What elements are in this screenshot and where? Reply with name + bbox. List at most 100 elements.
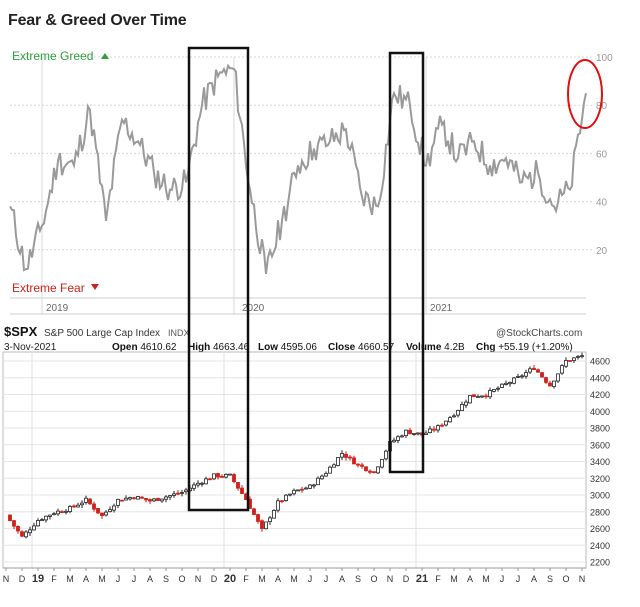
- quote-close: Close 4660.57: [328, 342, 395, 353]
- candle-up: [384, 450, 388, 460]
- spx-y-tick-label: 3000: [590, 491, 610, 501]
- candle-up: [460, 404, 464, 412]
- candle-down: [156, 497, 160, 501]
- spx-header: $SPX S&P 500 Large Cap Index INDX @Stock…: [4, 324, 582, 353]
- highlight-circle-recent: [567, 59, 603, 129]
- month-label: S: [547, 574, 553, 584]
- candle-down: [348, 456, 352, 459]
- spx-y-tick-label: 3400: [590, 457, 610, 467]
- spx-y-tick-label: 3600: [590, 440, 610, 450]
- candle-up: [76, 504, 80, 508]
- candle-up: [336, 457, 340, 466]
- candle-up: [480, 395, 484, 398]
- candle-up: [332, 464, 336, 468]
- candle-up: [476, 396, 480, 398]
- candle-down: [484, 395, 488, 398]
- candle-down: [220, 475, 224, 478]
- spx-y-tick-label: 4600: [590, 357, 610, 367]
- candle-up: [268, 517, 272, 523]
- candle-up: [284, 494, 288, 501]
- fg-year-label: 2019: [46, 303, 69, 314]
- highlight-box-2021: [388, 51, 425, 474]
- candle-up: [436, 425, 440, 431]
- month-label: M: [290, 574, 298, 584]
- month-axis: N D 19 F M A M J J A S O N D 20 F M A M J J A S O N D 21 F M A M J J A S O N: [3, 567, 586, 585]
- quote-volume: Volume 4.2B: [406, 342, 465, 353]
- spx-y-tick-label: 4000: [590, 407, 610, 417]
- candle-up: [288, 493, 292, 496]
- month-label: A: [531, 574, 537, 584]
- candle-up: [468, 395, 472, 404]
- triangle-down-icon: [91, 284, 99, 290]
- spx-quote-row: Open 4610.62 High 4663.46 Low 4595.06 Close…: [112, 342, 573, 353]
- candle-up: [180, 492, 184, 494]
- candle-down: [88, 498, 92, 505]
- fg-year-label: 2021: [430, 303, 453, 314]
- candle-up: [580, 355, 584, 358]
- candle-up: [104, 511, 108, 516]
- candle-up: [84, 497, 88, 503]
- month-label: O: [562, 574, 569, 584]
- month-label: S: [163, 574, 169, 584]
- month-label: M: [98, 574, 106, 584]
- candle-down: [544, 377, 548, 383]
- month-label: M: [482, 574, 490, 584]
- candle-up: [312, 484, 316, 487]
- candle-up: [556, 373, 560, 382]
- quote-high: High 4663.46: [188, 342, 250, 353]
- candle-up: [276, 500, 280, 511]
- month-label: D: [19, 574, 26, 584]
- month-label: D: [403, 574, 410, 584]
- candle-up: [496, 387, 500, 390]
- month-label: M: [66, 574, 74, 584]
- quote-open: Open 4610.62: [112, 342, 177, 353]
- candle-up: [32, 525, 36, 531]
- candle-down: [344, 453, 348, 458]
- candle-up: [524, 372, 528, 377]
- candle-down: [536, 369, 540, 373]
- year-label: 20: [224, 573, 236, 585]
- spx-symbol: $SPX: [4, 324, 38, 339]
- spx-y-tick-label: 4400: [590, 373, 610, 383]
- candle-up: [204, 478, 208, 485]
- month-label: O: [178, 574, 185, 584]
- spx-y-tick-label: 2600: [590, 524, 610, 534]
- candle-up: [224, 473, 228, 478]
- month-label: F: [51, 574, 57, 584]
- candle-up: [184, 489, 188, 493]
- candle-down: [260, 520, 264, 529]
- candle-up: [52, 513, 56, 516]
- candle-down: [100, 512, 104, 516]
- candle-down: [148, 499, 152, 502]
- fear-greed-year-labels: 2019 2020 2021: [10, 57, 586, 315]
- candle-up: [576, 355, 580, 358]
- candle-up: [416, 432, 420, 435]
- candle-down: [8, 514, 12, 521]
- candle-up: [404, 429, 408, 437]
- spx-y-tick-label: 3200: [590, 474, 610, 484]
- candle-up: [68, 506, 72, 513]
- stockcharts-watermark: @StockCharts.com: [496, 328, 582, 339]
- year-label: 19: [32, 573, 44, 585]
- spx-y-tick-label: 2200: [590, 558, 610, 568]
- candle-up: [64, 510, 68, 513]
- candle-up: [452, 415, 456, 418]
- candle-up: [40, 519, 44, 522]
- candle-up: [296, 489, 300, 492]
- candle-down: [472, 394, 476, 398]
- candle-up: [512, 377, 516, 384]
- year-label: 21: [416, 573, 428, 585]
- spx-y-tick-label: 4200: [590, 390, 610, 400]
- spx-exchange: INDX: [168, 328, 190, 338]
- quote-chg: Chg +55.19 (+1.20%): [476, 342, 573, 353]
- month-label: A: [339, 574, 345, 584]
- fg-y-tick-label: 100: [596, 53, 613, 64]
- candle-up: [448, 417, 452, 423]
- candle-up: [44, 515, 48, 521]
- candle-up: [492, 389, 496, 392]
- spx-y-tick-label: 2800: [590, 507, 610, 517]
- candle-down: [540, 372, 544, 378]
- month-label: J: [116, 574, 121, 584]
